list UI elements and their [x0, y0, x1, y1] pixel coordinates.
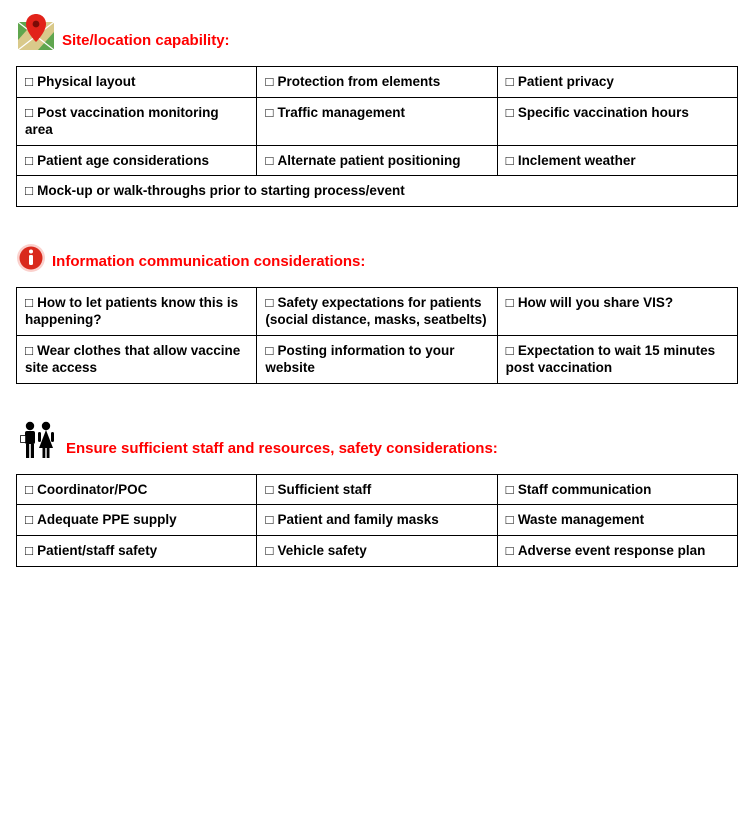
- table-row: □ Coordinator/POC □ Sufficient staff □ Staff …: [17, 474, 738, 505]
- checklist-item-label: Expectation to wait 15 minutes post vacc…: [506, 343, 715, 376]
- checklist-cell: □ Traffic management: [257, 97, 497, 145]
- checklist-item-label: Patient and family masks: [277, 512, 438, 527]
- checkbox-glyph: □: [25, 74, 33, 89]
- checklist-cell: □ Patient age considerations: [17, 145, 257, 176]
- checkbox-glyph: □: [265, 343, 273, 358]
- table-row: □How to let patients know this is happen…: [17, 287, 738, 335]
- checklist-cell: □ Coordinator/POC: [17, 474, 257, 505]
- section-title: Information communication considerations…: [52, 253, 365, 273]
- table-row: □ Patient age considerations □ Alternate pa…: [17, 145, 738, 176]
- info-icon: [16, 243, 46, 273]
- checklist-item-label: Alternate patient positioning: [277, 153, 460, 168]
- checklist-table: □ Physical layout □ Protection from element…: [16, 66, 738, 207]
- checkbox-glyph: □: [25, 183, 33, 198]
- checklist-cell: □ Patient/staff safety: [17, 536, 257, 567]
- checkbox-glyph: □: [506, 74, 514, 89]
- checklist-item-label: Posting information to your website: [265, 343, 454, 376]
- checkbox-glyph: □: [25, 105, 33, 120]
- checkbox-glyph: □: [506, 343, 514, 358]
- checklist-item-label: Traffic management: [277, 105, 405, 120]
- section-title: Site/location capability:: [62, 32, 230, 52]
- checklist-item-label: Physical layout: [37, 74, 135, 89]
- checklist-item-label: Inclement weather: [518, 153, 636, 168]
- checkbox-glyph: □: [506, 105, 514, 120]
- checklist-cell: □ Protection from elements: [257, 67, 497, 98]
- checklist-cell: □ Physical layout: [17, 67, 257, 98]
- checkbox-glyph: □: [25, 153, 33, 168]
- section-title: Ensure sufficient staff and resources, s…: [66, 440, 498, 460]
- section-header: Site/location capability:: [16, 12, 738, 52]
- checklist-cell: □Expectation to wait 15 minutes post vac…: [497, 335, 737, 383]
- checklist-item-label: Coordinator/POC: [37, 482, 147, 497]
- checklist-item-label: Specific vaccination hours: [518, 105, 689, 120]
- checkbox-glyph: □: [265, 512, 273, 527]
- people-icon: [16, 420, 60, 460]
- checklist-cell: □ Sufficient staff: [257, 474, 497, 505]
- checklist-cell: □ Vehicle safety: [257, 536, 497, 567]
- table-row: □ Patient/staff safety □ Vehicle safety □ Adv…: [17, 536, 738, 567]
- checklist-cell: □ Inclement weather: [497, 145, 737, 176]
- checklist-item-label: Wear clothes that allow vaccine site acc…: [25, 343, 240, 376]
- section-header: Information communication considerations…: [16, 243, 738, 273]
- checklist-cell: □Post vaccination monitoring area: [17, 97, 257, 145]
- checklist-item-label: Patient age considerations: [37, 153, 209, 168]
- checkbox-glyph: □: [506, 482, 514, 497]
- checklist-cell: □Posting information to your website: [257, 335, 497, 383]
- checkbox-glyph: □: [265, 74, 273, 89]
- table-row: □Post vaccination monitoring area□Traffi…: [17, 97, 738, 145]
- checklist-item-label: Sufficient staff: [277, 482, 371, 497]
- section: Site/location capability: □ Physical layou…: [16, 12, 738, 207]
- checklist-item-label: Patient privacy: [518, 74, 614, 89]
- section: Information communication considerations…: [16, 243, 738, 384]
- checklist-table: □ Coordinator/POC □ Sufficient staff □ Staff …: [16, 474, 738, 567]
- checklist-item-label: Safety expectations for patients (social…: [265, 295, 486, 328]
- checklist-cell: □ Patient and family masks: [257, 505, 497, 536]
- checkbox-glyph: □: [265, 295, 273, 310]
- checklist-item-label: Waste management: [518, 512, 644, 527]
- checklist-item-label: Vehicle safety: [277, 543, 366, 558]
- checklist-cell: □How to let patients know this is happen…: [17, 287, 257, 335]
- checkbox-glyph: □: [265, 543, 273, 558]
- checklist-item-label: Protection from elements: [277, 74, 440, 89]
- map-pin-icon: [16, 12, 56, 52]
- checkbox-glyph: □: [25, 482, 33, 497]
- section-header: Ensure sufficient staff and resources, s…: [16, 420, 738, 460]
- checkbox-glyph: □: [506, 295, 514, 310]
- checkbox-glyph: □: [25, 295, 33, 310]
- checklist-cell: □ Staff communication: [497, 474, 737, 505]
- checklist-cell: □ Adverse event response plan: [497, 536, 737, 567]
- table-row: □Wear clothes that allow vaccine site ac…: [17, 335, 738, 383]
- checklist-item-label: How to let patients know this is happeni…: [25, 295, 238, 328]
- checklist-cell: □ Specific vaccination hours: [497, 97, 737, 145]
- table-row: □ Physical layout □ Protection from element…: [17, 67, 738, 98]
- checkbox-glyph: □: [265, 482, 273, 497]
- checklist-cell: □ Patient privacy: [497, 67, 737, 98]
- checklist-cell: □Wear clothes that allow vaccine site ac…: [17, 335, 257, 383]
- checklist-cell: □ How will you share VIS?: [497, 287, 737, 335]
- checklist-item-label: How will you share VIS?: [518, 295, 673, 310]
- checklist-item-label: Post vaccination monitoring area: [25, 105, 219, 138]
- checkbox-glyph: □: [25, 343, 33, 358]
- checkbox-glyph: □: [506, 543, 514, 558]
- checklist-item-label: Staff communication: [518, 482, 652, 497]
- checklist-cell: □ Waste management: [497, 505, 737, 536]
- checklist-cell: □ Adequate PPE supply: [17, 505, 257, 536]
- checklist-cell: □Safety expectations for patients (socia…: [257, 287, 497, 335]
- checklist-item-label: Mock-up or walk-throughs prior to starti…: [37, 183, 405, 198]
- checkbox-glyph: □: [506, 153, 514, 168]
- checklist-item-label: Patient/staff safety: [37, 543, 157, 558]
- checklist-item-label: Adverse event response plan: [518, 543, 706, 558]
- checkbox-glyph: □: [25, 512, 33, 527]
- section: Ensure sufficient staff and resources, s…: [16, 420, 738, 567]
- table-row: □ Adequate PPE supply □ Patient and family …: [17, 505, 738, 536]
- checkbox-glyph: □: [25, 543, 33, 558]
- checkbox-glyph: □: [506, 512, 514, 527]
- checklist-cell: □ Alternate patient positioning: [257, 145, 497, 176]
- checkbox-glyph: □: [265, 153, 273, 168]
- checklist-item-label: Adequate PPE supply: [37, 512, 177, 527]
- checklist-cell: □ Mock-up or walk-throughs prior to start…: [17, 176, 738, 207]
- table-row: □ Mock-up or walk-throughs prior to start…: [17, 176, 738, 207]
- checklist-table: □How to let patients know this is happen…: [16, 287, 738, 384]
- checkbox-glyph: □: [265, 105, 273, 120]
